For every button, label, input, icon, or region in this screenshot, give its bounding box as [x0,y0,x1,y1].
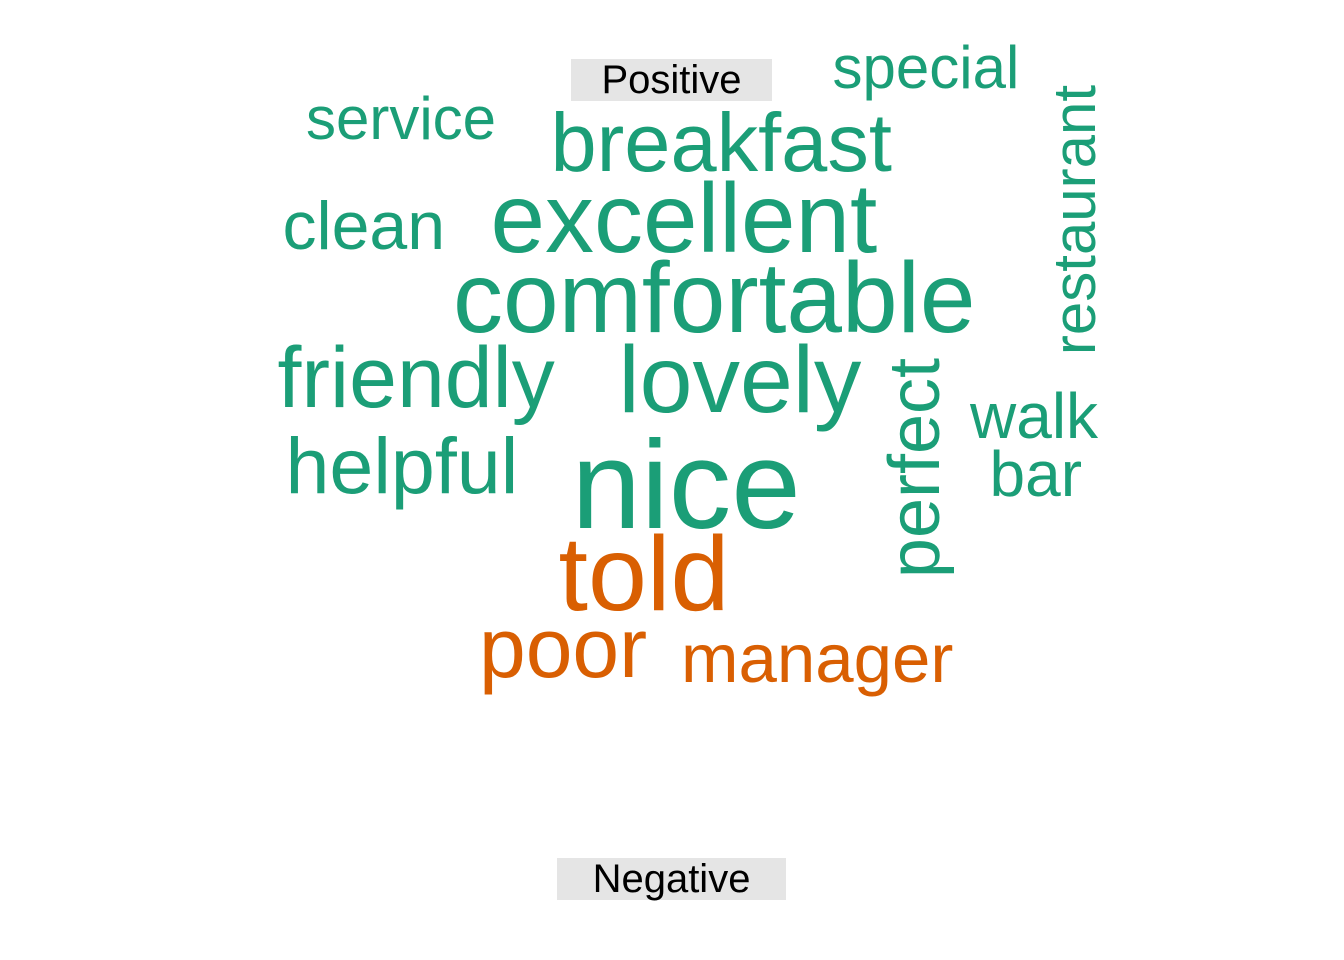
word-comfortable: comfortable [453,242,976,354]
word-clean: clean [282,188,446,264]
positive-group-label: Positive [571,59,772,101]
word-walk: walk [970,380,1099,452]
word-manager: manager [681,619,954,697]
word-bar: bar [989,438,1083,510]
word-friendly: friendly [277,330,555,426]
word-lovely: lovely [618,326,862,433]
negative-group-label: Negative [557,858,786,900]
word-breakfast: breakfast [550,95,892,189]
word-service: service [306,85,497,152]
word-special: special [832,34,1020,101]
word-poor: poor [479,601,648,695]
word-told: told [558,515,730,633]
word-restaurant: restaurant [1041,84,1109,356]
word-perfect: perfect [875,357,956,579]
word-excellent: excellent [490,163,878,273]
word-helpful: helpful [285,420,519,510]
word-nice: nice [571,415,801,555]
